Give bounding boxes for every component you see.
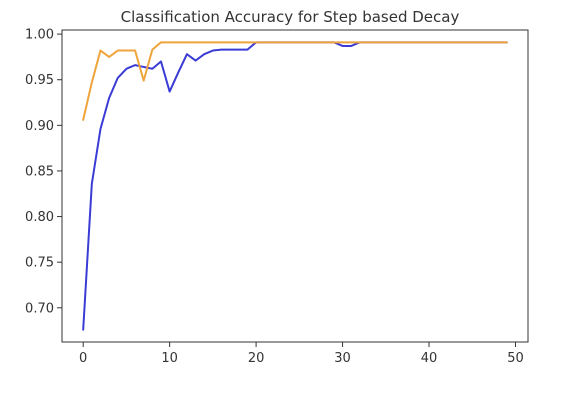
y-tick-label: 0.80 [25, 210, 54, 225]
x-tick-label: 20 [248, 351, 265, 366]
y-tick-label: 0.95 [25, 73, 54, 88]
y-tick-label: 0.70 [25, 301, 54, 316]
series-line-1 [82, 41, 508, 331]
chart-title: Classification Accuracy for Step based D… [121, 8, 460, 26]
y-tick-label: 0.90 [25, 119, 54, 134]
y-tick-label: 0.75 [25, 256, 54, 271]
x-tick-label: 30 [334, 351, 351, 366]
x-tick-label: 40 [421, 351, 438, 366]
series-line-2 [82, 41, 508, 121]
axes-frame [61, 29, 529, 343]
y-tick-label: 1.00 [25, 28, 54, 43]
x-tick-label: 0 [79, 351, 87, 366]
x-tick-label: 50 [507, 351, 524, 366]
x-tick-label: 10 [161, 351, 178, 366]
y-tick-label: 0.85 [25, 164, 54, 179]
plot-area: 0 10 20 30 40 50 0.70 0.75 0.80 0.85 0.90 0.95 1.00 [25, 28, 529, 366]
